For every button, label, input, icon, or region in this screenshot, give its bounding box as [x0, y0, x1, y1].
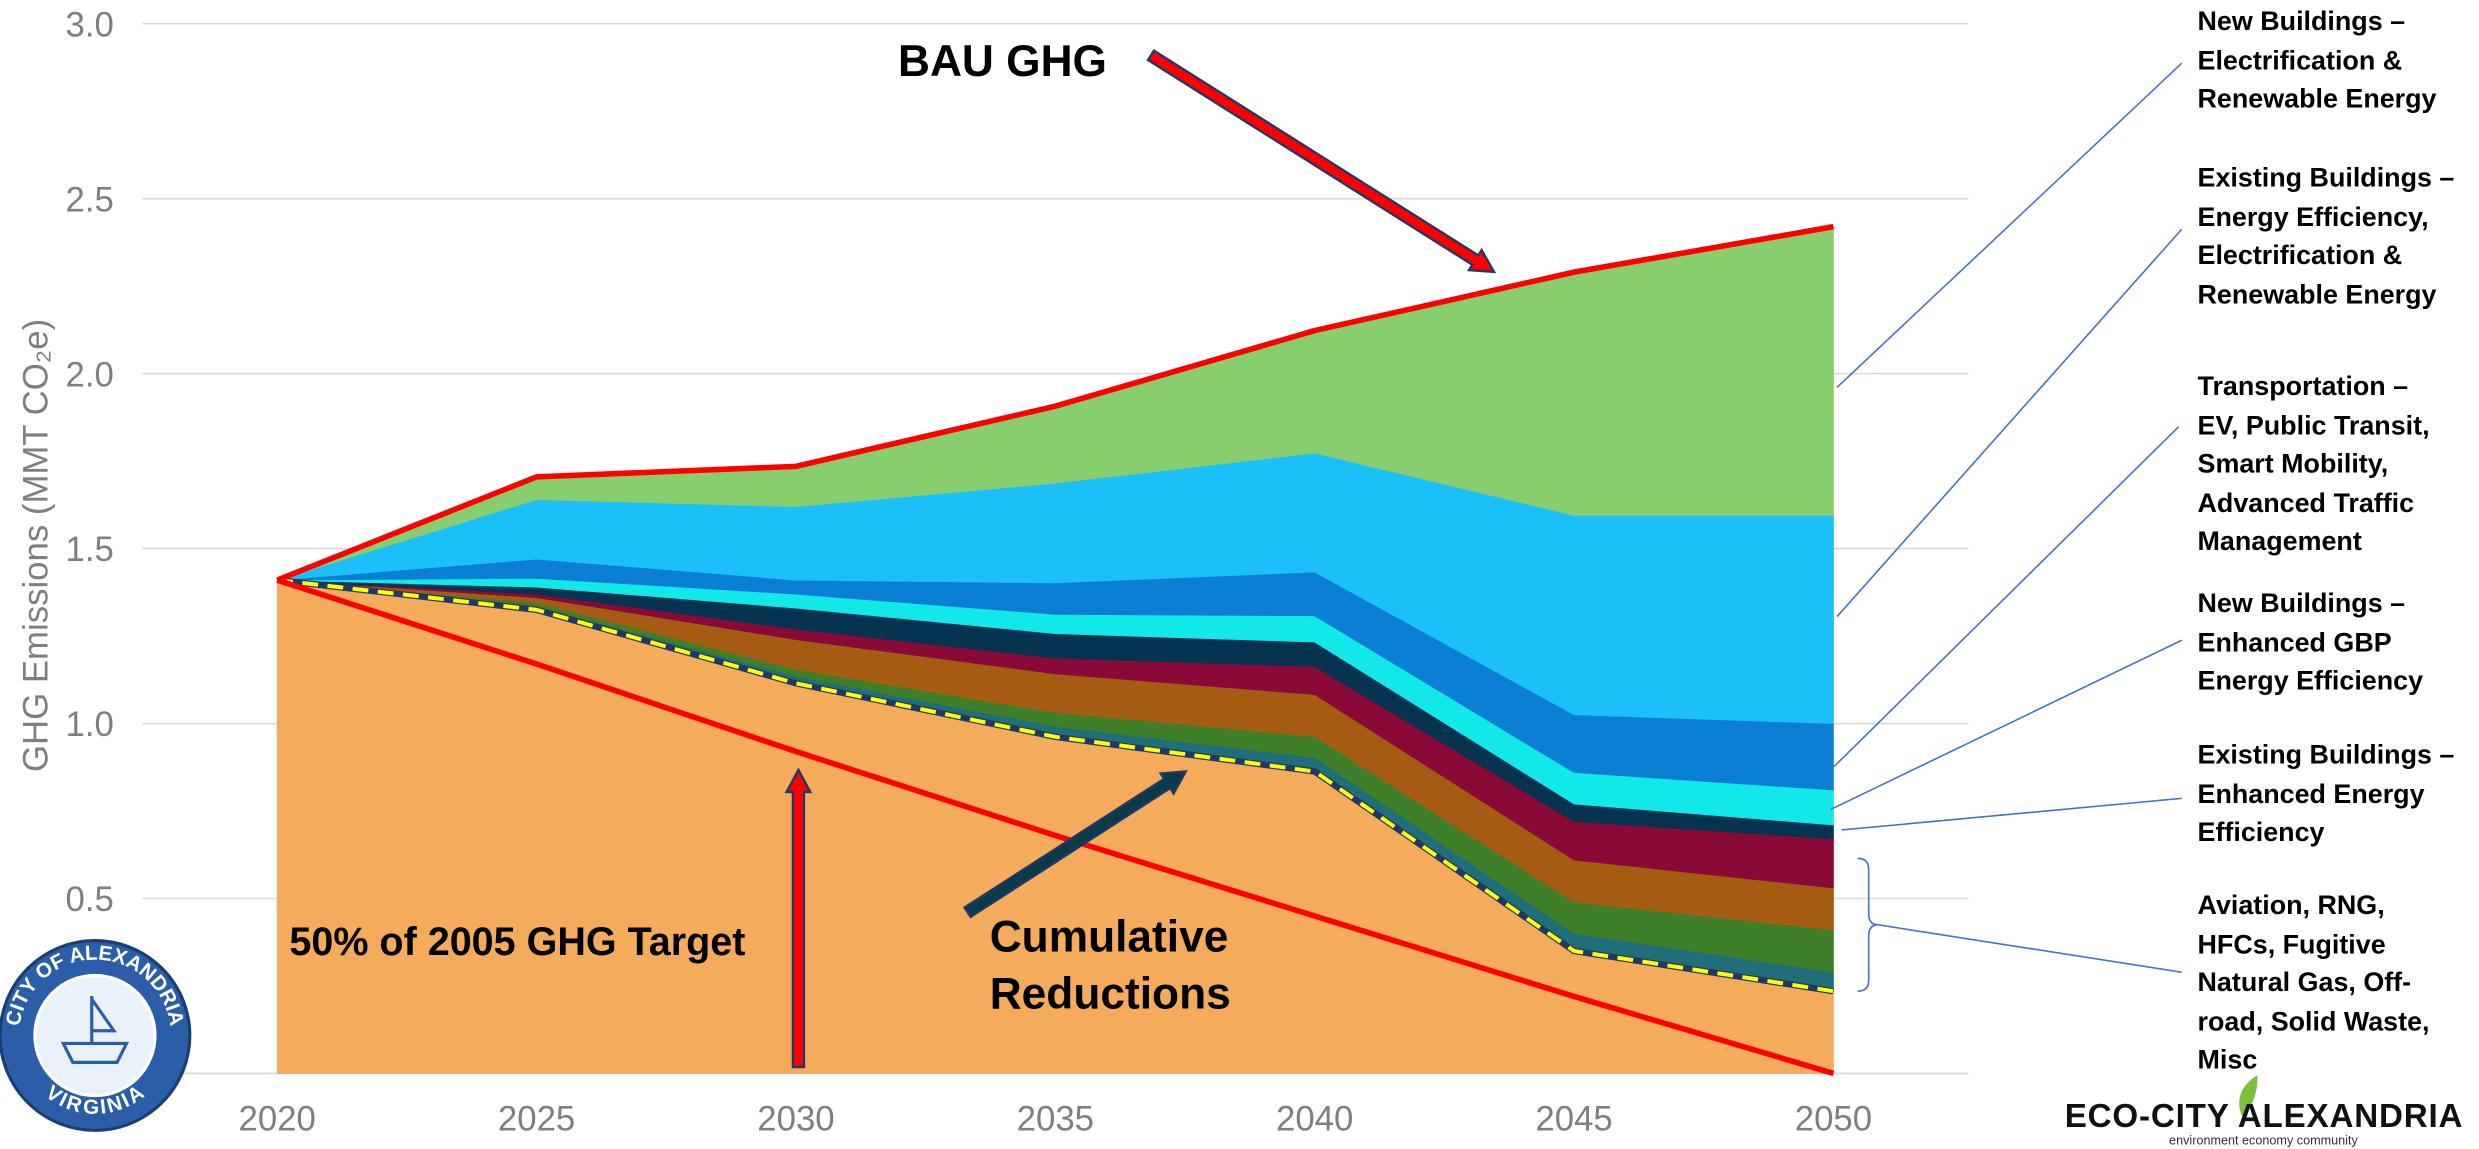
annotation-cumulative: Cumulative Reductions: [989, 912, 1231, 1019]
label-box: Existing Buildings – Enhanced Energy Eff…: [2197, 739, 2455, 848]
eco-city-logo: ECO-CITY ALEXANDRIA environment economy …: [2065, 1075, 2464, 1148]
annotation-target: 50% of 2005 GHG Target: [289, 920, 745, 964]
series-label: Existing Buildings – Energy Efficiency, …: [2197, 162, 2455, 310]
arrow: [784, 767, 813, 1069]
x-tick-label: 2020: [239, 1100, 316, 1138]
layout: [784, 49, 1497, 1069]
x-tick-label: 2045: [1535, 1100, 1612, 1138]
x-tick-label: 2035: [1017, 1100, 1094, 1138]
arrow: [962, 770, 1188, 919]
seal-ship: [60, 995, 130, 1064]
bau-line: [276, 223, 1834, 583]
label-box: Aviation, RNG, HFCs, Fugitive Natural Ga…: [2197, 890, 2430, 1076]
leader-line: [1841, 797, 2182, 831]
series-label: New Buildings – Electrification & Renewa…: [2197, 6, 2437, 114]
x-tick-label: 2030: [757, 1100, 834, 1138]
leader-line: [1836, 62, 2183, 388]
label-box: Transportation – EV, Public Transit, Sma…: [2197, 371, 2430, 557]
y-tick-label: 1.5: [66, 531, 114, 569]
y-tick-label: 2.5: [66, 181, 114, 219]
lines: [276, 223, 1835, 1077]
bracket: [1857, 857, 1879, 993]
y-axis-label: GHG Emissions (MMT CO₂e): [17, 319, 55, 772]
label-box: New Buildings – Enhanced GBP Energy Effi…: [2197, 588, 2424, 696]
series-label: Transportation – EV, Public Transit, Sma…: [2197, 371, 2430, 557]
y-tick-label: 3.0: [66, 6, 114, 44]
leader-line: [1836, 228, 2183, 618]
areas: [276, 226, 1834, 1074]
leader-line: [1878, 924, 2182, 974]
x-tick-label: 2040: [1276, 1100, 1353, 1138]
series-label: Existing Buildings – Enhanced Energy Eff…: [2197, 739, 2455, 848]
leader-lines: [1830, 62, 2183, 993]
x-tick-label: 2050: [1795, 1100, 1872, 1138]
label-box: New Buildings – Electrification & Renewa…: [2197, 6, 2437, 114]
label-box: Existing Buildings – Energy Efficiency, …: [2197, 162, 2455, 310]
reductions-dashed-line: [276, 578, 1834, 994]
annotation-cumulative-box: Cumulative Reductions: [989, 912, 1231, 1019]
eco-city-tagline: environment economy community: [2169, 1134, 2358, 1148]
x-tick-label: 2025: [498, 1100, 575, 1138]
y-tick-label: 1.0: [66, 706, 114, 744]
y-tick-label: 2.0: [66, 356, 114, 394]
seal-center: [33, 973, 157, 1098]
leaf: [2239, 1075, 2258, 1117]
bracket-label: Aviation, RNG, HFCs, Fugitive Natural Ga…: [2197, 890, 2430, 1076]
series-label: New Buildings – Enhanced GBP Energy Effi…: [2197, 588, 2424, 696]
seal: CITY OF ALEXANDRIA VIRGINIA: [0, 939, 192, 1132]
eco-city-name: ECO-CITY ALEXANDRIA: [2065, 1098, 2464, 1135]
arrow: [1146, 49, 1497, 274]
target-line: [276, 577, 1835, 1077]
annotation-bau: BAU GHG: [898, 37, 1107, 86]
y-tick-label: 0.5: [66, 881, 114, 919]
leader-line: [1830, 639, 2183, 811]
leader-line: [1833, 426, 2180, 768]
